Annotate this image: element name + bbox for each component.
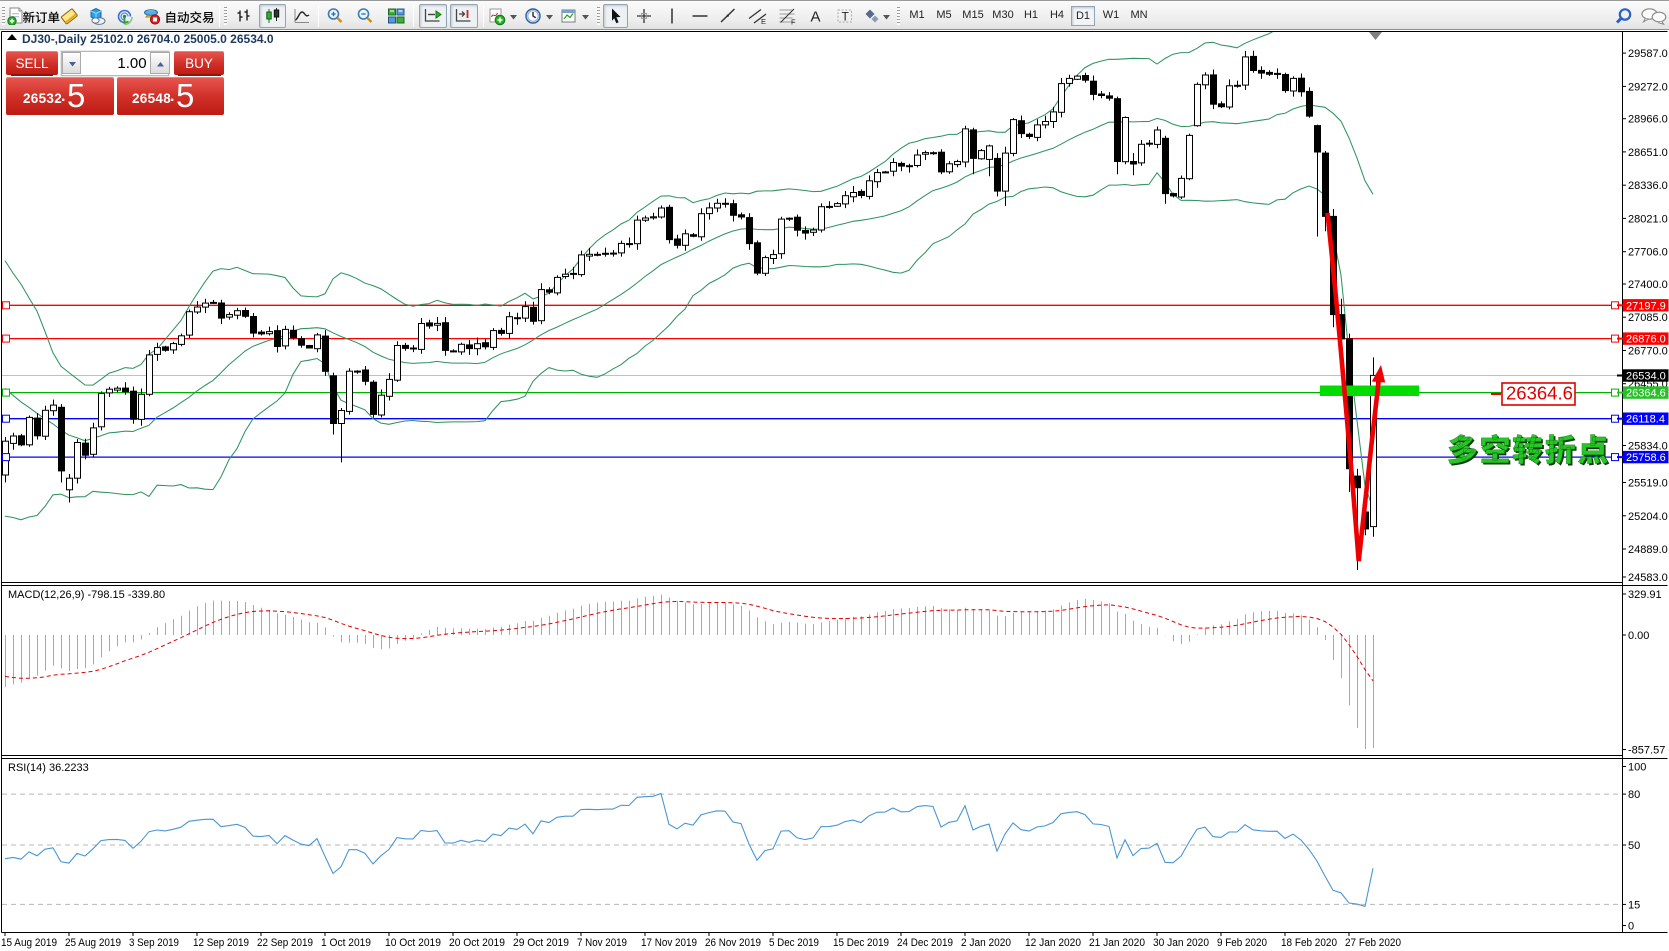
svg-text:26534.0: 26534.0 [1626,371,1666,383]
svg-text:5 Dec 2019: 5 Dec 2019 [769,937,819,949]
svg-text:28966.0: 28966.0 [1628,114,1668,126]
svg-text:20 Oct 2019: 20 Oct 2019 [449,937,505,949]
svg-text:DJ30-,Daily 25102.0 26704.0 2: DJ30-,Daily 25102.0 26704.0 25005.0 2653… [22,32,274,46]
svg-text:25758.6: 25758.6 [1626,452,1666,464]
svg-text:26118.4: 26118.4 [1626,414,1665,426]
svg-text:7 Nov 2019: 7 Nov 2019 [577,937,627,949]
svg-text:27085.0: 27085.0 [1628,312,1668,324]
svg-text:0: 0 [1628,921,1634,933]
svg-text:22 Sep 2019: 22 Sep 2019 [257,937,313,949]
svg-text:T: T [841,10,849,24]
svg-text:15 Dec 2019: 15 Dec 2019 [833,937,889,949]
svg-text:26876.0: 26876.0 [1626,334,1666,346]
svg-text:10 Oct 2019: 10 Oct 2019 [385,937,441,949]
svg-text:50: 50 [1628,840,1640,852]
svg-text:27 Feb 2020: 27 Feb 2020 [1345,937,1401,949]
svg-text:15: 15 [1628,899,1640,911]
svg-text:26364.6: 26364.6 [1626,388,1666,400]
svg-text:30 Jan 2020: 30 Jan 2020 [1153,937,1209,949]
svg-text:18 Feb 2020: 18 Feb 2020 [1281,937,1337,949]
svg-text:9 Feb 2020: 9 Feb 2020 [1217,937,1267,949]
svg-text:17 Nov 2019: 17 Nov 2019 [641,937,697,949]
svg-text:RSI(14) 36.2233: RSI(14) 36.2233 [8,762,89,774]
svg-text:28021.0: 28021.0 [1628,213,1668,225]
svg-text:25204.0: 25204.0 [1628,511,1668,523]
svg-text:25519.0: 25519.0 [1628,478,1668,490]
svg-text:21 Jan 2020: 21 Jan 2020 [1089,937,1145,949]
svg-text:27400.0: 27400.0 [1628,279,1668,291]
svg-text:29587.0: 29587.0 [1628,48,1668,60]
svg-text:27197.9: 27197.9 [1626,300,1666,312]
svg-text:329.91: 329.91 [1628,589,1662,601]
svg-text:1 Oct 2019: 1 Oct 2019 [321,937,371,949]
svg-text:80: 80 [1628,789,1640,801]
svg-text:0.00: 0.00 [1628,630,1649,642]
svg-text:25834.0: 25834.0 [1628,441,1668,453]
svg-text:24583.0: 24583.0 [1628,572,1668,584]
svg-text:MACD(12,26,9) -798.15 -339.80: MACD(12,26,9) -798.15 -339.80 [8,589,165,601]
svg-text:28336.0: 28336.0 [1628,180,1668,192]
svg-text:12 Sep 2019: 12 Sep 2019 [193,937,249,949]
svg-text:26770.0: 26770.0 [1628,346,1668,358]
svg-text:29 Oct 2019: 29 Oct 2019 [513,937,569,949]
svg-text:25 Aug 2019: 25 Aug 2019 [65,937,121,949]
svg-text:24889.0: 24889.0 [1628,544,1668,556]
svg-text:15 Aug 2019: 15 Aug 2019 [1,937,57,949]
svg-text:26364.6: 26364.6 [1506,383,1573,404]
svg-text:2 Jan 2020: 2 Jan 2020 [961,937,1011,949]
svg-text:100: 100 [1628,762,1646,774]
svg-text:A: A [811,9,821,26]
svg-text:26 Nov 2019: 26 Nov 2019 [705,937,761,949]
svg-text:29272.0: 29272.0 [1628,81,1668,93]
svg-text:12 Jan 2020: 12 Jan 2020 [1025,937,1081,949]
svg-text:3 Sep 2019: 3 Sep 2019 [129,937,179,949]
svg-text:27706.0: 27706.0 [1628,247,1668,259]
svg-text:E: E [761,17,766,25]
svg-text:-857.57: -857.57 [1628,745,1665,757]
svg-text:28651.0: 28651.0 [1628,147,1668,159]
svg-text:F: F [791,18,796,26]
svg-text:24 Dec 2019: 24 Dec 2019 [897,937,953,949]
